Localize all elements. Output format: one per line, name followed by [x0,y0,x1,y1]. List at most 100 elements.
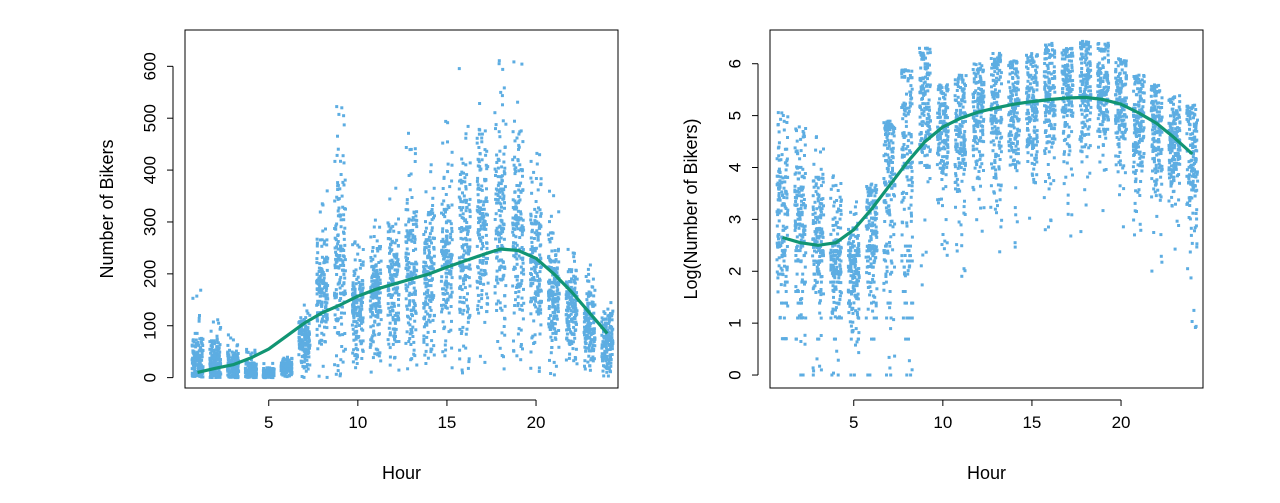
left-scatter-point [190,343,194,347]
left-scatter-point [334,250,338,254]
left-scatter-point [215,375,219,378]
left-scatter-point [317,276,321,280]
left-scatter-point [333,293,336,297]
right-scatter-point [802,134,806,138]
left-scatter-point [388,331,392,335]
left-scatter-point [607,319,611,323]
left-scatter-point [536,292,540,296]
left-scatter-point [480,293,484,297]
left-scatter-point [197,365,201,369]
right-scatter-point [909,93,912,97]
left-scatter-point [450,319,453,323]
left-scatter-point [445,207,449,211]
left-scatter-point [515,243,519,247]
left-scatter-point [388,197,392,201]
left-scatter-point [477,209,481,213]
right-scatter-point [798,157,802,161]
left-scatter-point [342,114,346,118]
left-scatter-point [570,319,574,323]
left-scatter-point [374,285,378,289]
right-scatter-point [885,242,889,246]
left-scatter-point [198,360,202,364]
left-scatter-point [414,328,418,332]
left-scatter-point [351,243,355,247]
left-scatter-point [575,277,579,281]
left-scatter-point [553,322,557,326]
left-scatter-point [214,348,218,352]
left-scatter-point [584,341,588,345]
left-scatter-point [443,249,447,253]
left-scatter-point [588,324,592,328]
left-scatter-point [575,323,578,326]
left-scatter-point [251,374,255,378]
left-scatter-point [443,354,447,358]
left-scatter-point [497,181,501,185]
right-scatter-point [872,259,876,263]
left-scatter-point [445,229,449,233]
right-scatter-point [822,292,825,296]
left-scatter-point [479,277,483,281]
left-scatter-point [481,217,485,221]
right-scatter-point [835,272,839,276]
right-scatter-point [887,204,891,208]
right-scatter-point [839,212,843,216]
left-scatter-point [467,248,471,252]
right-scatter-point [890,270,894,274]
left-scatter-point [411,222,415,226]
left-scatter-point [519,343,523,346]
left-scatter-point [445,291,449,295]
left-scatter-point [464,278,467,282]
right-scatter-point [885,167,889,170]
right-scatter-point [873,223,877,227]
left-scatter-point [443,325,447,329]
left-scatter-point [195,331,199,335]
left-scatter-point [529,218,533,222]
right-scatter-point [802,198,806,201]
left-scatter-point [468,284,472,288]
left-scatter-point [450,150,454,154]
right-scatter-point [870,301,873,305]
right-scatter-point [778,316,782,320]
left-scatter-point [477,146,481,149]
left-scatter-point [245,371,249,375]
left-scatter-point [460,226,464,229]
left-scatter-point [479,224,483,228]
left-scatter-point [512,60,516,64]
left-scatter-point [325,255,328,259]
left-scatter-point [444,288,448,292]
left-scatter-point [323,257,327,261]
left-scatter-point [497,130,501,134]
left-scatter-point [413,262,417,266]
left-scatter-point [483,129,487,133]
left-scatter-point [201,344,205,347]
right-scatter-point [795,244,799,248]
left-scatter-point [390,293,394,297]
right-scatter-point [891,172,895,176]
left-scatter-point [498,149,502,153]
right-scatter-point [813,241,817,244]
left-scatter-point [587,354,591,358]
left-scatter-point [342,282,346,286]
left-scatter-point [584,337,588,341]
left-scatter-point [253,365,257,369]
left-scatter-point [370,312,374,316]
left-scatter-point [458,300,462,304]
left-scatter-point [444,119,448,123]
right-scatter-point [800,278,804,282]
left-scatter-point [467,357,471,361]
right-scatter-point [794,254,798,257]
right-scatter-point [889,139,893,143]
left-scatter-point [548,278,552,282]
left-scatter-point [519,358,523,362]
left-scatter-point [300,361,304,365]
left-scatter-point [337,112,341,116]
left-scatter-point [498,190,501,194]
left-scatter-point [304,369,308,373]
left-scatter-point [520,233,524,237]
left-scatter-point [514,201,518,205]
right-scatter-point [888,244,892,248]
left-scatter-point [501,265,505,269]
right-scatter-point [830,265,834,269]
left-scatter-point [201,375,205,379]
